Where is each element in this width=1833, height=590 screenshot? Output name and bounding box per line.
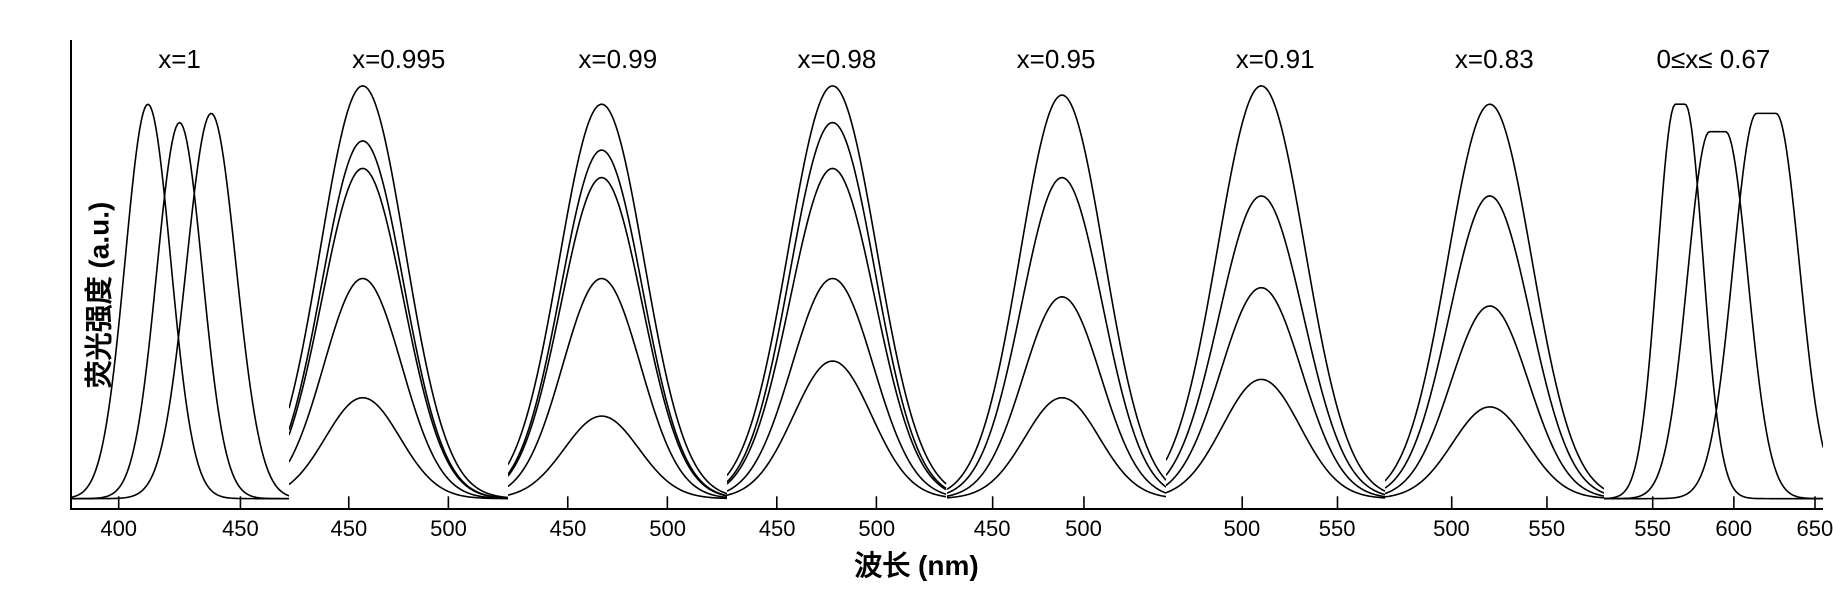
spectrum-curve (508, 178, 727, 496)
x-tick-label: 450 (331, 516, 368, 542)
panel-p8: 0≤x≤ 0.67 (1604, 40, 1823, 510)
panel-svg (727, 40, 946, 508)
x-tick-label: 550 (1528, 516, 1565, 542)
spectrum-curve (289, 168, 508, 498)
panel-svg (70, 40, 289, 508)
tick-group: 500 550 (1385, 516, 1604, 546)
x-tick-label: 500 (858, 516, 895, 542)
spectrum-curve (1604, 113, 1823, 498)
tick-group: 500 550 (1166, 516, 1385, 546)
plot-row: x=1x=0.995x=0.99x=0.98x=0.95x=0.91x=0.83… (70, 40, 1823, 510)
spectrum-curve (727, 361, 946, 497)
x-axis-label: 波长 (nm) (854, 544, 978, 584)
x-tick-label: 450 (974, 516, 1011, 542)
tick-group: 450 500 (947, 516, 1166, 546)
x-tick-label: 450 (550, 516, 587, 542)
x-tick-label: 650 (1797, 516, 1833, 542)
x-tick-label: 500 (1433, 516, 1470, 542)
panel-svg (1385, 40, 1604, 508)
tick-group: 400 450 (70, 516, 289, 546)
spectrum-curve (727, 123, 946, 489)
panel-svg (947, 40, 1166, 508)
x-tick-label: 500 (430, 516, 467, 542)
x-ticks-row: 4004504505004505004505004505005005505005… (70, 516, 1823, 546)
spectrum-curve (1385, 196, 1604, 493)
x-tick-label: 550 (1634, 516, 1671, 542)
tick-group: 550600650 (1604, 516, 1823, 546)
spectrum-curve (727, 279, 946, 495)
spectrum-curve (289, 398, 508, 499)
panel-svg (1604, 40, 1823, 508)
panel-svg (508, 40, 727, 508)
panel-svg (289, 40, 508, 508)
panel-p1: x=1 (70, 40, 289, 510)
spectrum-curve (1385, 306, 1604, 496)
spectra-figure: 荧光强度 (a.u.) x=1x=0.995x=0.99x=0.98x=0.95… (0, 0, 1833, 590)
x-tick-label: 450 (759, 516, 796, 542)
panel-p3: x=0.99 (508, 40, 727, 510)
panel-p4: x=0.98 (727, 40, 946, 510)
x-tick-label: 500 (1065, 516, 1102, 542)
x-tick-label: 600 (1715, 516, 1752, 542)
spectrum-curve (727, 168, 946, 489)
spectrum-curve (947, 398, 1166, 498)
panel-p5: x=0.95 (947, 40, 1166, 510)
tick-group: 450 500 (289, 516, 508, 546)
spectrum-curve (70, 104, 289, 498)
panel-p7: x=0.83 (1385, 40, 1604, 510)
tick-group: 450 500 (727, 516, 946, 546)
x-tick-label: 500 (1223, 516, 1260, 542)
panel-p6: x=0.91 (1166, 40, 1385, 510)
spectrum-curve (1604, 104, 1823, 498)
x-tick-label: 500 (649, 516, 686, 542)
panel-svg (1166, 40, 1385, 508)
panel-p2: x=0.995 (289, 40, 508, 510)
x-tick-label: 400 (100, 516, 137, 542)
spectrum-curve (289, 279, 508, 499)
x-tick-label: 550 (1319, 516, 1356, 542)
spectrum-curve (947, 178, 1166, 494)
spectrum-curve (1385, 104, 1604, 489)
spectrum-curve (1385, 407, 1604, 498)
spectrum-curve (947, 297, 1166, 496)
x-tick-label: 450 (222, 516, 259, 542)
spectrum-curve (1166, 86, 1385, 491)
tick-group: 450 500 (508, 516, 727, 546)
spectrum-curve (1604, 132, 1823, 499)
